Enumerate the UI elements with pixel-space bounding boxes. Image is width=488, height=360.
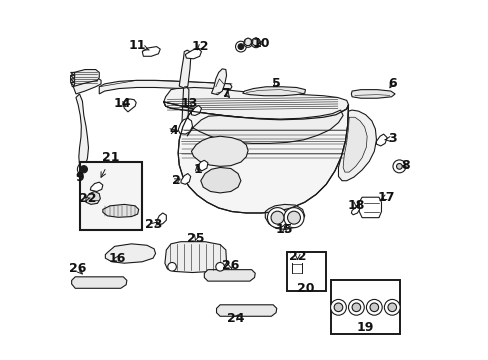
Circle shape <box>284 208 304 228</box>
Text: 18: 18 <box>347 199 365 212</box>
Polygon shape <box>123 99 136 112</box>
Polygon shape <box>180 87 188 133</box>
Text: 10: 10 <box>252 36 270 50</box>
Text: 12: 12 <box>192 40 209 53</box>
Text: 22: 22 <box>288 249 305 262</box>
Circle shape <box>77 163 90 176</box>
Polygon shape <box>201 167 241 193</box>
Text: 19: 19 <box>356 321 374 334</box>
Polygon shape <box>211 69 226 95</box>
Polygon shape <box>179 50 190 89</box>
Text: 2: 2 <box>172 174 181 187</box>
Circle shape <box>235 41 246 52</box>
Circle shape <box>80 166 87 173</box>
Text: 25: 25 <box>187 231 204 244</box>
Text: 26: 26 <box>222 259 239 272</box>
Polygon shape <box>185 48 201 59</box>
Text: 13: 13 <box>180 98 197 111</box>
Bar <box>80 162 142 230</box>
Text: 14: 14 <box>113 98 130 111</box>
Circle shape <box>384 300 399 315</box>
Text: 17: 17 <box>377 191 394 204</box>
Text: 1: 1 <box>193 163 202 176</box>
Polygon shape <box>244 38 251 45</box>
Text: 8: 8 <box>400 159 408 172</box>
Polygon shape <box>252 38 259 45</box>
Circle shape <box>396 163 402 169</box>
Circle shape <box>167 262 176 271</box>
Polygon shape <box>70 75 75 79</box>
Text: 26: 26 <box>69 262 86 275</box>
Bar <box>330 280 400 334</box>
Polygon shape <box>142 46 160 56</box>
Polygon shape <box>156 213 166 225</box>
Polygon shape <box>105 244 155 263</box>
Text: 20: 20 <box>297 282 314 295</box>
Circle shape <box>366 300 382 315</box>
Circle shape <box>387 303 396 312</box>
Polygon shape <box>72 277 126 288</box>
Polygon shape <box>343 117 366 172</box>
Polygon shape <box>351 205 359 215</box>
Polygon shape <box>90 182 102 192</box>
Text: 23: 23 <box>145 218 163 231</box>
Circle shape <box>287 211 300 224</box>
Text: 16: 16 <box>108 252 125 265</box>
Circle shape <box>348 300 364 315</box>
Text: 24: 24 <box>226 311 244 325</box>
Text: 15: 15 <box>275 223 293 236</box>
Text: 4: 4 <box>169 124 178 137</box>
Text: 7: 7 <box>221 87 230 100</box>
Circle shape <box>267 208 287 228</box>
Polygon shape <box>351 90 394 98</box>
Polygon shape <box>70 69 99 87</box>
Text: 3: 3 <box>384 132 396 145</box>
Polygon shape <box>99 80 231 94</box>
Polygon shape <box>359 197 381 218</box>
Bar <box>286 252 325 291</box>
Polygon shape <box>181 174 190 184</box>
Polygon shape <box>191 105 201 116</box>
Circle shape <box>333 303 342 312</box>
Polygon shape <box>178 118 192 134</box>
Text: 21: 21 <box>101 151 120 177</box>
Circle shape <box>369 303 378 312</box>
Polygon shape <box>70 72 75 75</box>
Polygon shape <box>70 79 75 82</box>
Polygon shape <box>163 87 348 120</box>
Text: 6: 6 <box>387 77 396 90</box>
Polygon shape <box>338 110 376 181</box>
Circle shape <box>244 39 252 47</box>
Polygon shape <box>164 242 226 273</box>
Polygon shape <box>72 75 101 94</box>
Polygon shape <box>265 204 304 229</box>
Circle shape <box>330 300 346 315</box>
Text: 5: 5 <box>271 77 280 90</box>
Polygon shape <box>197 160 207 171</box>
Polygon shape <box>242 87 305 96</box>
Text: 9: 9 <box>75 171 83 184</box>
Circle shape <box>238 44 244 49</box>
Circle shape <box>351 303 360 312</box>
Polygon shape <box>216 305 276 316</box>
Polygon shape <box>376 134 386 146</box>
Circle shape <box>270 211 284 224</box>
Polygon shape <box>86 192 100 204</box>
Circle shape <box>392 160 405 173</box>
Polygon shape <box>187 110 343 143</box>
Polygon shape <box>76 94 88 167</box>
Polygon shape <box>191 136 247 166</box>
Polygon shape <box>70 82 75 86</box>
Circle shape <box>215 262 224 271</box>
Text: 22: 22 <box>79 192 96 205</box>
Polygon shape <box>163 102 348 213</box>
Circle shape <box>251 39 260 48</box>
Polygon shape <box>204 270 255 281</box>
Polygon shape <box>102 204 139 217</box>
Text: 11: 11 <box>129 39 149 52</box>
